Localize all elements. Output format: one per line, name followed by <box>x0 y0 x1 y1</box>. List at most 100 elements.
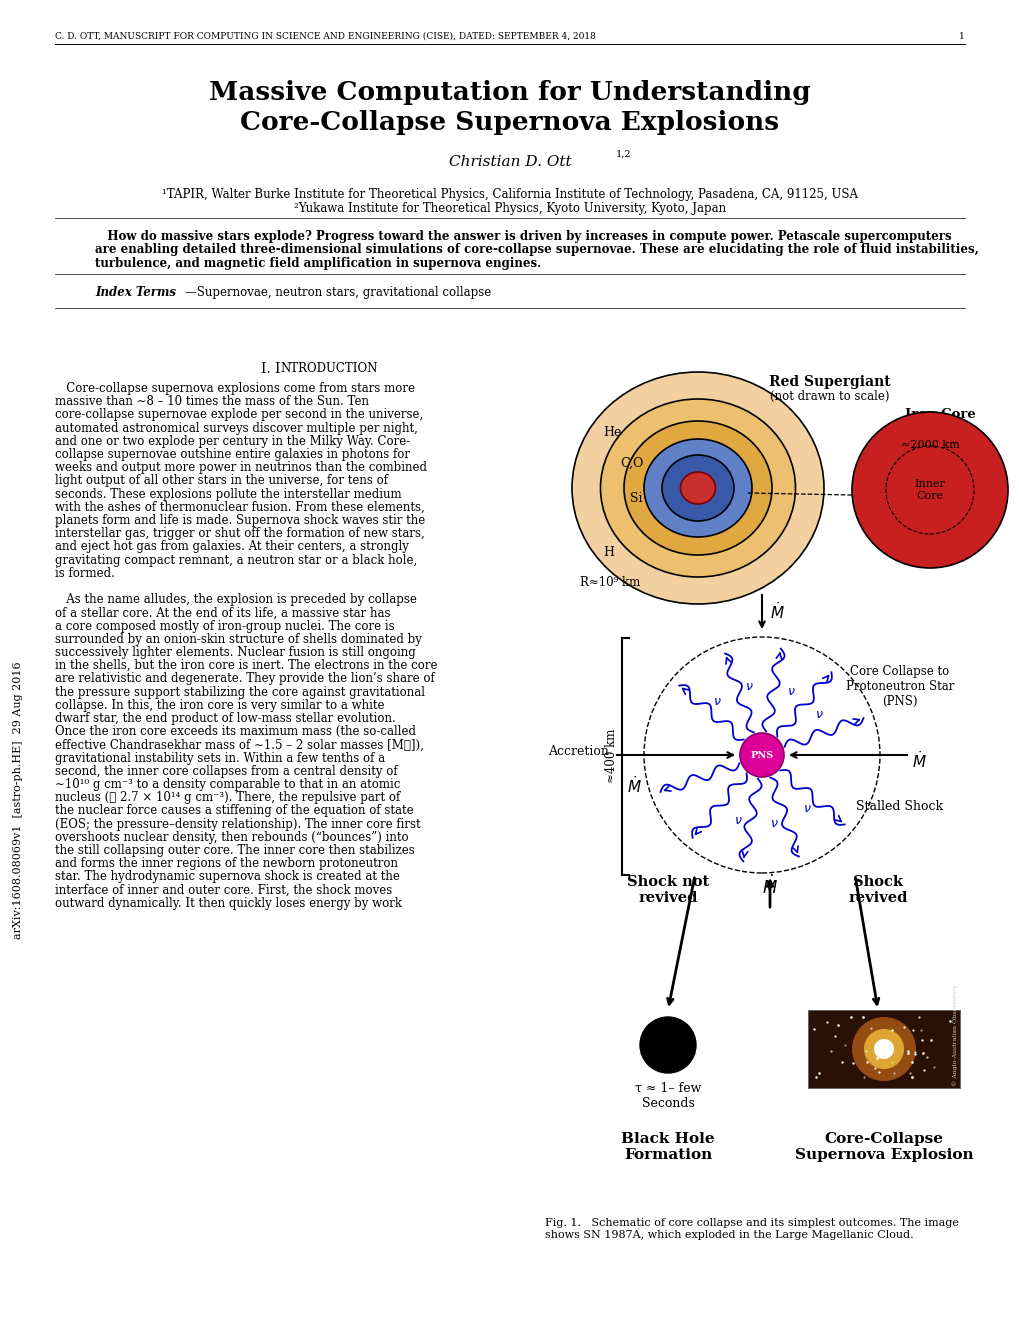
Text: Stalled Shock: Stalled Shock <box>856 800 943 813</box>
Text: overshoots nuclear density, then rebounds (“bounces”) into: overshoots nuclear density, then rebound… <box>55 830 409 843</box>
Text: light output of all other stars in the universe, for tens of: light output of all other stars in the u… <box>55 474 387 487</box>
Circle shape <box>739 733 784 777</box>
Text: gravitating compact remnant, a neutron star or a black hole,: gravitating compact remnant, a neutron s… <box>55 553 417 566</box>
Text: the pressure support stabilizing the core against gravitational: the pressure support stabilizing the cor… <box>55 685 425 698</box>
Text: the nuclear force causes a stiffening of the equation of state: the nuclear force causes a stiffening of… <box>55 804 414 817</box>
Circle shape <box>886 446 973 535</box>
Text: turbulence, and magnetic field amplification in supernova engines.: turbulence, and magnetic field amplifica… <box>95 257 541 271</box>
Text: Core Collapse to
Protoneutron Star
(PNS): Core Collapse to Protoneutron Star (PNS) <box>845 665 953 708</box>
Text: dwarf star, the end product of low-mass stellar evolution.: dwarf star, the end product of low-mass … <box>55 711 395 725</box>
Text: weeks and output more power in neutrinos than the combined: weeks and output more power in neutrinos… <box>55 461 427 474</box>
Text: and one or two explode per century in the Milky Way. Core-: and one or two explode per century in th… <box>55 434 410 447</box>
Text: I. I: I. I <box>261 362 280 376</box>
Text: 1: 1 <box>958 32 964 41</box>
Ellipse shape <box>572 372 823 605</box>
Text: ≈400 km: ≈400 km <box>604 729 618 783</box>
Text: ν: ν <box>815 709 822 721</box>
Text: nucleus (≳ 2.7 × 10¹⁴ g cm⁻³). There, the repulsive part of: nucleus (≳ 2.7 × 10¹⁴ g cm⁻³). There, th… <box>55 791 399 804</box>
Text: seconds. These explosions pollute the interstellar medium: seconds. These explosions pollute the in… <box>55 487 401 500</box>
Text: collapse supernovae outshine entire galaxies in photons for: collapse supernovae outshine entire gala… <box>55 447 410 461</box>
Text: R≈10⁹ km: R≈10⁹ km <box>580 577 640 590</box>
Circle shape <box>639 1016 695 1073</box>
Circle shape <box>851 412 1007 568</box>
Text: 1.5–2M☉: 1.5–2M☉ <box>914 422 965 436</box>
Text: Christian D. Ott: Christian D. Ott <box>448 154 571 169</box>
Text: © Anglo-Australian Observatory: © Anglo-Australian Observatory <box>952 985 957 1086</box>
Text: second, the inner core collapses from a central density of: second, the inner core collapses from a … <box>55 764 397 777</box>
Circle shape <box>851 1016 915 1081</box>
Text: effective Chandrasekhar mass of ∼1.5 – 2 solar masses [M☉]),: effective Chandrasekhar mass of ∼1.5 – 2… <box>55 738 424 751</box>
Text: Si: Si <box>630 491 642 504</box>
Circle shape <box>863 1030 903 1069</box>
Text: Inner
Core: Inner Core <box>914 479 945 500</box>
Text: ν: ν <box>770 817 776 830</box>
Text: massive than ∼8 – 10 times the mass of the Sun. Ten: massive than ∼8 – 10 times the mass of t… <box>55 395 369 408</box>
Text: $\dot{M}$: $\dot{M}$ <box>769 602 784 623</box>
Ellipse shape <box>600 399 795 577</box>
Text: How do massive stars explode? Progress toward the answer is driven by increases : How do massive stars explode? Progress t… <box>95 230 951 243</box>
Text: 1,2: 1,2 <box>615 150 631 158</box>
Text: is formed.: is formed. <box>55 566 115 579</box>
Text: successively lighter elements. Nuclear fusion is still ongoing: successively lighter elements. Nuclear f… <box>55 645 416 659</box>
Text: interface of inner and outer core. First, the shock moves: interface of inner and outer core. First… <box>55 883 392 896</box>
Text: core-collapse supernovae explode per second in the universe,: core-collapse supernovae explode per sec… <box>55 408 423 421</box>
Text: a core composed mostly of iron-group nuclei. The core is: a core composed mostly of iron-group nuc… <box>55 619 394 632</box>
Text: Massive Computation for Understanding: Massive Computation for Understanding <box>209 81 810 106</box>
Text: (EOS; the pressure–density relationship). The inner core first: (EOS; the pressure–density relationship)… <box>55 817 420 830</box>
Text: Shock
revived: Shock revived <box>848 875 907 906</box>
Text: PNS: PNS <box>750 751 772 759</box>
Text: Iron Core: Iron Core <box>904 408 974 421</box>
Text: Shock not
revived: Shock not revived <box>627 875 708 906</box>
Text: C. D. OTT, MANUSCRIPT FOR COMPUTING IN SCIENCE AND ENGINEERING (CISE), DATED: SE: C. D. OTT, MANUSCRIPT FOR COMPUTING IN S… <box>55 32 595 41</box>
Text: interstellar gas, trigger or shut off the formation of new stars,: interstellar gas, trigger or shut off th… <box>55 527 424 540</box>
Text: Accretion: Accretion <box>547 744 608 758</box>
Text: ²Yukawa Institute for Theoretical Physics, Kyoto University, Kyoto, Japan: ²Yukawa Institute for Theoretical Physic… <box>293 202 726 215</box>
Text: ν: ν <box>734 814 741 828</box>
Text: ν: ν <box>746 680 753 693</box>
Text: ¹TAPIR, Walter Burke Institute for Theoretical Physics, California Institute of : ¹TAPIR, Walter Burke Institute for Theor… <box>162 187 857 201</box>
Text: Black Hole
Formation: Black Hole Formation <box>621 1133 714 1162</box>
Text: $\dot{M}$: $\dot{M}$ <box>911 750 926 771</box>
Text: ν: ν <box>713 694 719 708</box>
Text: Core-Collapse Supernova Explosions: Core-Collapse Supernova Explosions <box>240 110 779 135</box>
Text: and forms the inner regions of the newborn protoneutron: and forms the inner regions of the newbo… <box>55 857 397 870</box>
Text: τ ≈ 1– few
Seconds: τ ≈ 1– few Seconds <box>634 1082 700 1110</box>
Text: ν: ν <box>803 803 810 816</box>
Text: Fig. 1.   Schematic of core collapse and its simplest outcomes. The image
shows : Fig. 1. Schematic of core collapse and i… <box>544 1218 958 1239</box>
Text: Core-collapse supernova explosions come from stars more: Core-collapse supernova explosions come … <box>55 381 415 395</box>
Text: —Supernovae, neutron stars, gravitational collapse: —Supernovae, neutron stars, gravitationa… <box>184 286 491 300</box>
Circle shape <box>873 1039 893 1059</box>
Text: Red Supergiant: Red Supergiant <box>768 375 890 389</box>
Text: ν: ν <box>788 685 794 698</box>
Text: (not drawn to scale): (not drawn to scale) <box>769 389 889 403</box>
Text: automated astronomical surveys discover multiple per night,: automated astronomical surveys discover … <box>55 421 418 434</box>
Text: As the name alludes, the explosion is preceded by collapse: As the name alludes, the explosion is pr… <box>55 593 417 606</box>
Text: NTRODUCTION: NTRODUCTION <box>280 362 377 375</box>
Ellipse shape <box>661 455 734 521</box>
Text: collapse. In this, the iron core is very similar to a white: collapse. In this, the iron core is very… <box>55 698 384 711</box>
Text: $\dot{M}$: $\dot{M}$ <box>626 775 641 796</box>
Ellipse shape <box>680 473 714 504</box>
Ellipse shape <box>643 440 751 537</box>
Text: gravitational instability sets in. Within a few tenths of a: gravitational instability sets in. Withi… <box>55 751 385 764</box>
Text: star. The hydrodynamic supernova shock is created at the: star. The hydrodynamic supernova shock i… <box>55 870 399 883</box>
Text: ∼10¹⁰ g cm⁻³ to a density comparable to that in an atomic: ∼10¹⁰ g cm⁻³ to a density comparable to … <box>55 777 400 791</box>
Text: Core-Collapse
Supernova Explosion: Core-Collapse Supernova Explosion <box>794 1133 972 1162</box>
Text: arXiv:1608.08069v1  [astro-ph.HE]  29 Aug 2016: arXiv:1608.08069v1 [astro-ph.HE] 29 Aug … <box>13 661 23 939</box>
Text: planets form and life is made. Supernova shock waves stir the: planets form and life is made. Supernova… <box>55 513 425 527</box>
Text: outward dynamically. It then quickly loses energy by work: outward dynamically. It then quickly los… <box>55 896 401 909</box>
Text: surrounded by an onion-skin structure of shells dominated by: surrounded by an onion-skin structure of… <box>55 632 422 645</box>
Text: ≈2000 km: ≈2000 km <box>900 440 959 450</box>
FancyBboxPatch shape <box>807 1010 959 1088</box>
Text: with the ashes of thermonuclear fusion. From these elements,: with the ashes of thermonuclear fusion. … <box>55 500 424 513</box>
Text: and eject hot gas from galaxies. At their centers, a strongly: and eject hot gas from galaxies. At thei… <box>55 540 409 553</box>
Text: the still collapsing outer core. The inner core then stabilizes: the still collapsing outer core. The inn… <box>55 843 415 857</box>
Text: are enabling detailed three-dimensional simulations of core-collapse supernovae.: are enabling detailed three-dimensional … <box>95 243 978 256</box>
Text: are relativistic and degenerate. They provide the lion’s share of: are relativistic and degenerate. They pr… <box>55 672 434 685</box>
Text: Once the iron core exceeds its maximum mass (the so-called: Once the iron core exceeds its maximum m… <box>55 725 416 738</box>
Text: of a stellar core. At the end of its life, a massive star has: of a stellar core. At the end of its lif… <box>55 606 390 619</box>
Text: H: H <box>602 546 613 560</box>
Text: C,O: C,O <box>620 457 643 470</box>
Ellipse shape <box>624 421 771 554</box>
Text: He: He <box>602 426 621 440</box>
